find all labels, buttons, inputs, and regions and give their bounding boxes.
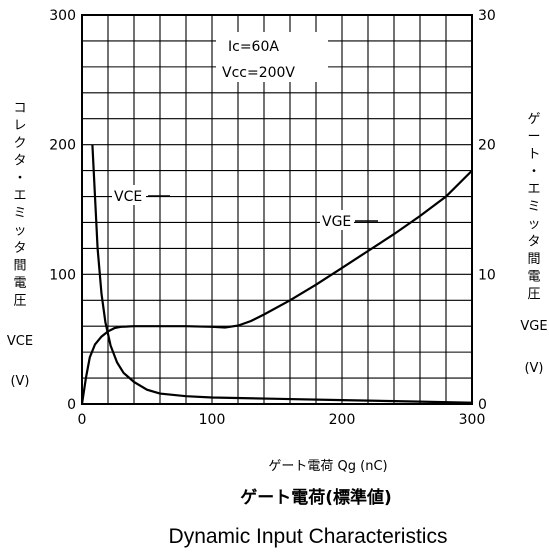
series-label-vce: VCE [114, 189, 142, 205]
left-y-axis-label: コレクタ・エミッタ間電圧 [13, 101, 26, 309]
right-y-tick-label: 20 [478, 138, 496, 154]
right-y-tick-label: 30 [478, 8, 496, 24]
right-y-axis-unit: (V) [524, 361, 543, 376]
right-y-tick-labels: 0 10 20 30 [478, 8, 496, 413]
conditions-box [216, 32, 328, 82]
chart-subtitle: ゲート電荷(標準値) [240, 487, 392, 508]
x-tick-label: 200 [329, 412, 356, 428]
series-line-vge [80, 169, 473, 405]
left-y-tick-label: 0 [67, 397, 76, 413]
left-y-axis-unit: (V) [10, 374, 29, 389]
x-axis-label: ゲート電荷 Qg (nC) [268, 459, 387, 474]
right-y-tick-label: 10 [478, 267, 496, 283]
chart-title: Dynamic Input Characteristics [169, 525, 448, 548]
right-y-axis-label: ゲート・エミッタ間電圧 [527, 112, 540, 302]
right-y-axis-symbol: VGE [520, 319, 547, 334]
series-label-vge: VGE [322, 214, 351, 230]
condition-ic: Ic=60A [228, 39, 279, 55]
chart-grid [82, 15, 472, 404]
series-line-vce [91, 144, 473, 404]
left-y-tick-label: 300 [49, 8, 76, 24]
plot-frame [81, 14, 473, 405]
vce-label-bg [112, 185, 146, 205]
right-y-tick-label: 0 [478, 397, 487, 413]
left-y-tick-labels: 0 100 200 300 [49, 8, 76, 413]
left-y-axis-symbol: VCE [7, 334, 33, 349]
vge-label-bg [320, 210, 354, 230]
left-y-tick-label: 100 [49, 267, 76, 283]
left-y-tick-label: 200 [49, 138, 76, 154]
condition-vcc: Vcc=200V [222, 65, 295, 81]
x-tick-label: 100 [199, 412, 226, 428]
x-tick-label: 300 [459, 412, 486, 428]
x-tick-label: 0 [78, 412, 87, 428]
x-tick-labels: 0 100 200 300 [78, 412, 486, 428]
